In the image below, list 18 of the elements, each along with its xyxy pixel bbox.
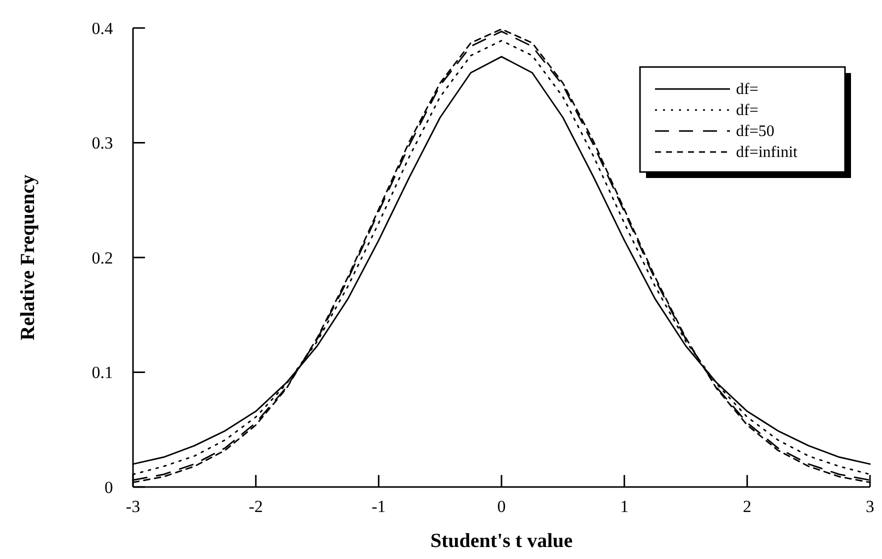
x-tick-label: 3 [866,497,874,516]
y-tick-label: 0 [104,478,113,497]
y-tick-label: 0.3 [92,134,113,153]
legend-label: df= [736,102,758,119]
y-tick-label: 0.2 [92,248,113,268]
legend-label: df= [736,80,758,98]
x-tick-label: 0 [497,497,506,516]
legend-label: df=infinit [736,144,798,161]
y-tick-label: 0.4 [92,18,114,38]
y-tick-label: 0.1 [92,363,113,382]
legend-label: df=50 [736,122,774,140]
x-axis-title: Student's t value [430,530,573,552]
y-axis-title: Relative Frequency [17,174,39,340]
x-tick-label: -2 [248,497,263,516]
x-tick-label: -3 [126,497,140,516]
x-tick-label: 2 [742,497,752,516]
x-tick-label: -1 [372,497,386,516]
x-tick-label: 1 [620,497,629,516]
